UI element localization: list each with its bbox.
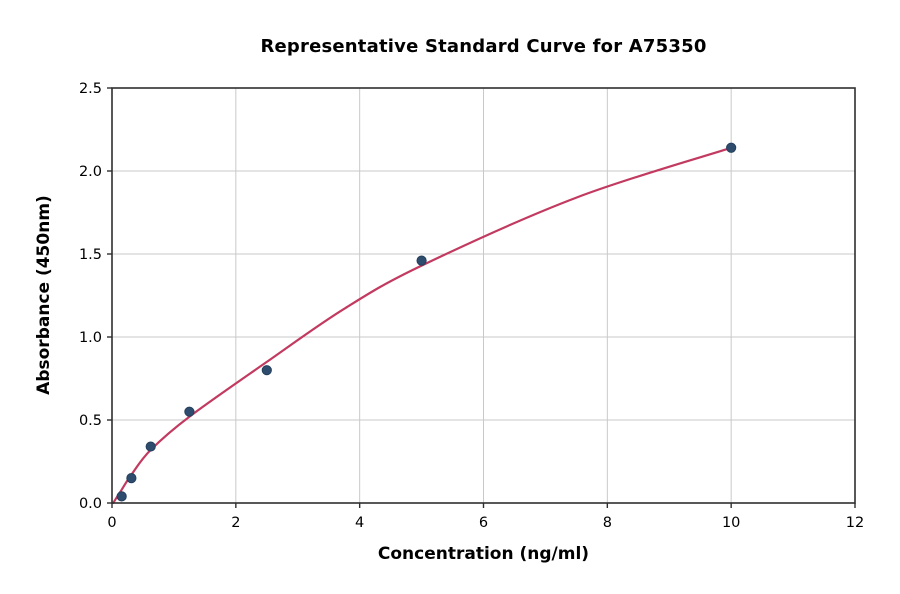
y-tick-label: 2.5 xyxy=(79,81,102,97)
y-tick-label: 0.0 xyxy=(79,496,102,512)
y-axis-label: Absorbance (450nm) xyxy=(34,195,54,395)
x-tick-label: 12 xyxy=(846,515,864,531)
fitted-curve xyxy=(112,146,733,505)
x-tick-label: 0 xyxy=(107,515,116,531)
data-point xyxy=(726,142,737,153)
x-tick-label: 10 xyxy=(722,515,740,531)
data-point xyxy=(116,491,127,502)
data-point xyxy=(184,406,195,417)
data-point xyxy=(145,441,156,452)
data-point xyxy=(416,255,427,266)
y-tick-label: 1.0 xyxy=(79,330,102,346)
x-tick-label: 8 xyxy=(603,515,612,531)
y-tick-label: 0.5 xyxy=(79,413,102,429)
x-tick-label: 2 xyxy=(231,515,240,531)
data-point xyxy=(126,473,137,484)
y-tick-label: 1.5 xyxy=(79,247,102,263)
data-point xyxy=(261,365,272,376)
chart-title: Representative Standard Curve for A75350 xyxy=(260,36,707,57)
x-tick-label: 4 xyxy=(355,515,364,531)
x-axis-label: Concentration (ng/ml) xyxy=(377,544,590,564)
y-tick-label: 2.0 xyxy=(79,164,102,180)
x-tick-label: 6 xyxy=(479,515,488,531)
